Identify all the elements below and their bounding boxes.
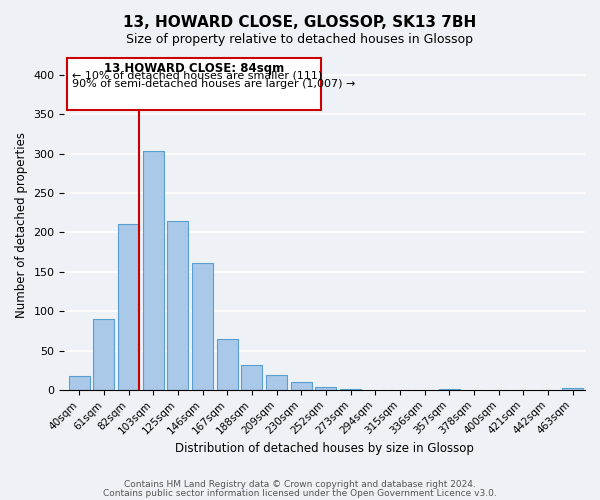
Text: Size of property relative to detached houses in Glossop: Size of property relative to detached ho… xyxy=(127,32,473,46)
Text: Contains public sector information licensed under the Open Government Licence v3: Contains public sector information licen… xyxy=(103,488,497,498)
Bar xyxy=(143,150,164,390)
Bar xyxy=(217,340,238,390)
Bar xyxy=(67,58,321,110)
Text: Contains HM Land Registry data © Crown copyright and database right 2024.: Contains HM Land Registry data © Crown c… xyxy=(124,480,476,489)
Bar xyxy=(118,224,139,390)
Y-axis label: Number of detached properties: Number of detached properties xyxy=(15,132,28,318)
Text: ← 10% of detached houses are smaller (111): ← 10% of detached houses are smaller (11… xyxy=(72,70,322,81)
Text: 13, HOWARD CLOSE, GLOSSOP, SK13 7BH: 13, HOWARD CLOSE, GLOSSOP, SK13 7BH xyxy=(124,15,476,30)
Bar xyxy=(241,366,262,390)
Bar xyxy=(340,389,361,390)
X-axis label: Distribution of detached houses by size in Glossop: Distribution of detached houses by size … xyxy=(175,442,474,455)
Bar xyxy=(167,222,188,390)
Bar xyxy=(94,319,115,390)
Bar xyxy=(69,376,89,390)
Bar xyxy=(562,388,583,390)
Bar xyxy=(439,389,460,390)
Bar xyxy=(291,382,312,390)
Text: 13 HOWARD CLOSE: 84sqm: 13 HOWARD CLOSE: 84sqm xyxy=(104,62,284,76)
Bar xyxy=(316,386,337,390)
Text: 90% of semi-detached houses are larger (1,007) →: 90% of semi-detached houses are larger (… xyxy=(72,79,355,89)
Bar xyxy=(192,263,213,390)
Bar xyxy=(266,375,287,390)
